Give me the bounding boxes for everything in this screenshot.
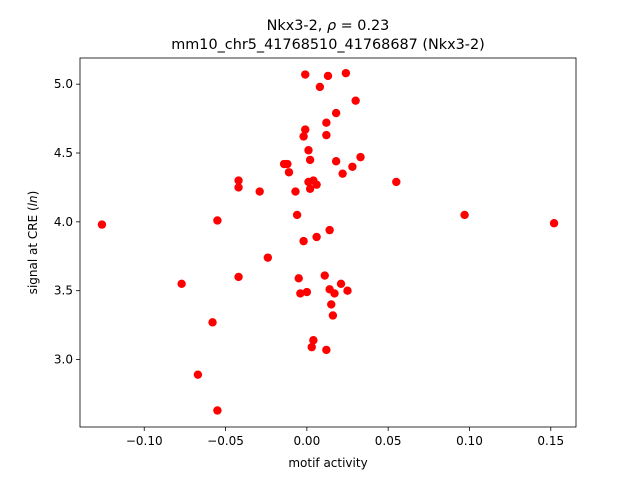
data-point: [312, 232, 321, 242]
data-point: [208, 318, 217, 327]
data-point: [392, 177, 401, 187]
y-axis-ticks: 3.0 3.5 4.0 4.5 5.0: [54, 77, 80, 367]
data-point: [351, 96, 360, 105]
data-point: [255, 187, 264, 196]
data-point: [304, 146, 313, 155]
title-rho-symbol: ρ: [327, 18, 336, 34]
data-point: [330, 289, 339, 298]
x-tick-label: −0.05: [207, 434, 244, 448]
data-point: [294, 274, 303, 283]
data-point: [309, 336, 318, 345]
data-point: [299, 236, 308, 246]
data-point: [234, 272, 243, 282]
plot-area-frame: [79, 57, 577, 428]
data-point: [302, 287, 312, 297]
data-point: [97, 220, 107, 229]
title-gene: Nkx3-2,: [267, 18, 327, 34]
data-point: [305, 184, 315, 193]
title-rho-value: = 0.23: [336, 18, 389, 34]
data-point: [299, 132, 308, 141]
data-point: [234, 176, 243, 185]
x-axis-ticks: −0.10 −0.05 0.00 0.05 0.10 0.15: [126, 427, 564, 448]
x-tick-label: 0.05: [375, 434, 402, 448]
data-point: [234, 183, 243, 192]
data-point: [301, 125, 310, 134]
data-point: [292, 210, 302, 220]
data-point: [263, 253, 273, 262]
x-tick-label: 0.15: [537, 434, 564, 448]
y-tick-label: 4.0: [54, 215, 73, 229]
data-point: [356, 152, 365, 162]
data-point: [193, 370, 203, 379]
data-point: [213, 406, 222, 415]
y-tick-label: 5.0: [54, 77, 73, 91]
y-tick-label: 3.0: [54, 353, 73, 367]
data-point: [322, 118, 331, 127]
data-point: [328, 311, 338, 320]
y-tick-label: 4.5: [54, 146, 73, 160]
data-point: [341, 68, 351, 78]
data-point: [213, 216, 222, 225]
data-point: [331, 157, 341, 166]
data-point: [325, 225, 334, 235]
data-point: [283, 159, 292, 169]
data-point: [331, 108, 341, 118]
data-point: [305, 155, 315, 165]
data-point: [343, 286, 352, 295]
data-point: [320, 271, 329, 280]
data-point: [322, 130, 331, 140]
data-point: [336, 279, 346, 289]
data-point: [307, 342, 316, 352]
data-point: [460, 210, 469, 220]
data-point: [301, 70, 310, 79]
x-tick-label: −0.10: [126, 434, 163, 448]
chart-title-line2: mm10_chr5_41768510_41768687 (Nkx3-2): [171, 37, 484, 53]
data-point: [315, 82, 325, 92]
chart-title-line1: Nkx3-2, ρ = 0.23: [267, 18, 390, 34]
data-point: [348, 162, 357, 171]
data-point: [312, 180, 321, 189]
y-tick-label: 3.5: [54, 284, 73, 298]
data-point: [322, 345, 331, 355]
data-point: [338, 169, 347, 178]
data-point: [549, 219, 559, 228]
data-point: [323, 71, 333, 81]
data-point: [177, 279, 186, 289]
data-point: [327, 300, 336, 309]
data-point: [296, 289, 305, 298]
x-tick-label: 0.10: [456, 434, 483, 448]
y-axis-label: signal at CRE (ln): [26, 191, 40, 295]
x-axis-label: motif activity: [288, 456, 367, 470]
data-points: [97, 68, 559, 415]
x-tick-label: 0.00: [293, 434, 320, 448]
data-point: [284, 168, 294, 177]
data-point: [291, 187, 300, 196]
